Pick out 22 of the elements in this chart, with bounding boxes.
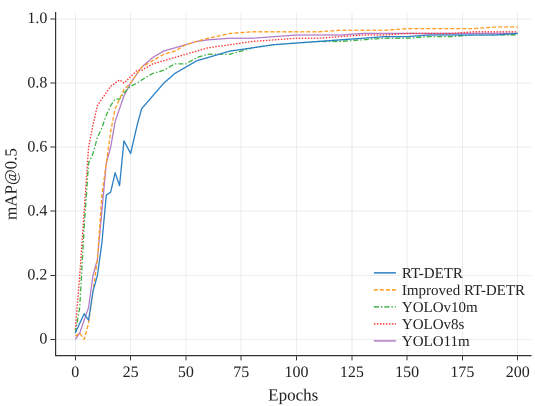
- legend-label: Improved RT-DETR: [402, 282, 526, 299]
- y-tick-label: 0: [39, 330, 48, 348]
- y-tick-label: 0.8: [27, 74, 48, 92]
- x-axis-title: Epochs: [268, 385, 318, 404]
- x-tick-label: 150: [395, 364, 420, 382]
- legend-label: YOLOv10m: [402, 300, 478, 316]
- x-tick-label: 175: [450, 364, 474, 382]
- y-tick-label: 0.4: [27, 202, 48, 220]
- x-tick-label: 25: [122, 364, 139, 382]
- legend-label: RT-DETR: [402, 266, 463, 282]
- y-axis-title: mAP@0.5: [2, 148, 21, 220]
- y-tick-label: 0.2: [27, 266, 48, 284]
- x-tick-label: 50: [178, 364, 194, 382]
- x-tick-label: 75: [233, 364, 250, 382]
- y-tick-label: 1.0: [27, 10, 48, 28]
- x-tick-label: 125: [340, 364, 364, 382]
- y-tick-label: 0.6: [27, 138, 48, 156]
- x-tick-label: 100: [284, 364, 309, 382]
- x-tick-label: 0: [71, 364, 80, 382]
- x-tick-label: 200: [506, 364, 530, 382]
- legend-label: YOLO11m: [402, 334, 470, 350]
- legend-label: YOLOv8s: [402, 316, 465, 333]
